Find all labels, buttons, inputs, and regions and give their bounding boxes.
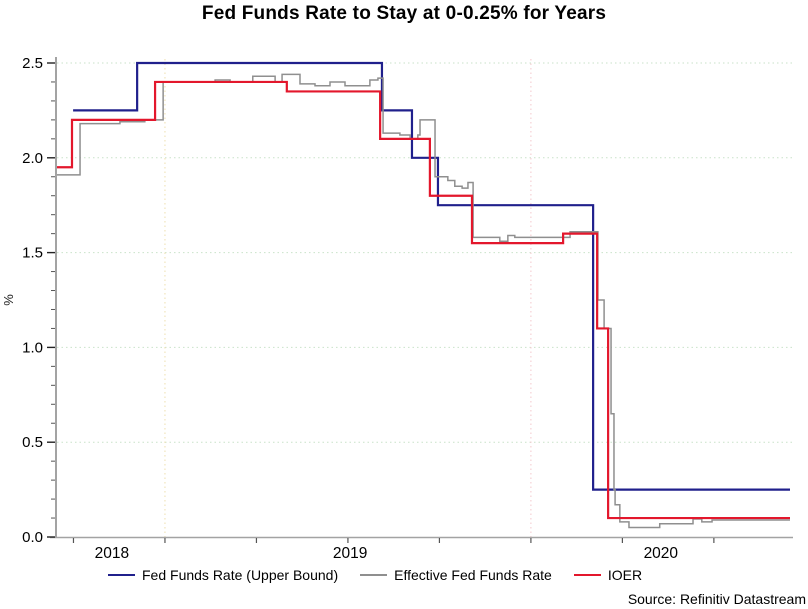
- series-ioer: [57, 80, 790, 520]
- y-tick-label: 0.5: [22, 434, 43, 451]
- legend-item-fed-funds-upper-bound: Fed Funds Rate (Upper Bound): [108, 567, 338, 583]
- y-axis-label: %: [1, 294, 16, 306]
- chart-legend: Fed Funds Rate (Upper Bound) Effective F…: [108, 567, 642, 583]
- legend-label-effective: Effective Fed Funds Rate: [394, 567, 552, 583]
- legend-item-ioer: IOER: [573, 567, 643, 583]
- axes: 0.0 0.5 1.0 1.5 2.0 2.5 2018 2019 2020: [22, 55, 793, 562]
- series-fed-funds-upper-bound: [73, 61, 790, 491]
- x-year-label: 2020: [644, 545, 679, 562]
- chart-plot: 0.0 0.5 1.0 1.5 2.0 2.5 2018 2019 2020%: [1, 55, 793, 562]
- source-credit: Source: Refinitiv Datastream: [627, 591, 806, 607]
- y-tick-label: 0.0: [22, 529, 43, 546]
- y-tick-label: 2.5: [22, 55, 43, 72]
- legend-label-ioer: IOER: [607, 567, 643, 583]
- series-group: [57, 61, 790, 529]
- x-year-label: 2019: [333, 545, 367, 562]
- legend-line-ioer-icon: [573, 574, 601, 576]
- x-year-label: 2018: [95, 545, 129, 562]
- legend-item-effective-fed-funds: Effective Fed Funds Rate: [360, 567, 552, 583]
- legend-label-fed-funds: Fed Funds Rate (Upper Bound): [142, 567, 339, 583]
- legend-line-effective-icon: [360, 574, 388, 576]
- series-effective-fed-funds-rate: [57, 73, 790, 529]
- gridlines: [57, 59, 792, 537]
- legend-line-fed-funds-icon: [108, 574, 135, 576]
- y-tick-label: 1.0: [22, 339, 43, 356]
- y-tick-label: 2.0: [22, 150, 43, 167]
- chart-title: Fed Funds Rate to Stay at 0-0.25% for Ye…: [201, 3, 607, 24]
- y-tick-label: 1.5: [22, 245, 43, 262]
